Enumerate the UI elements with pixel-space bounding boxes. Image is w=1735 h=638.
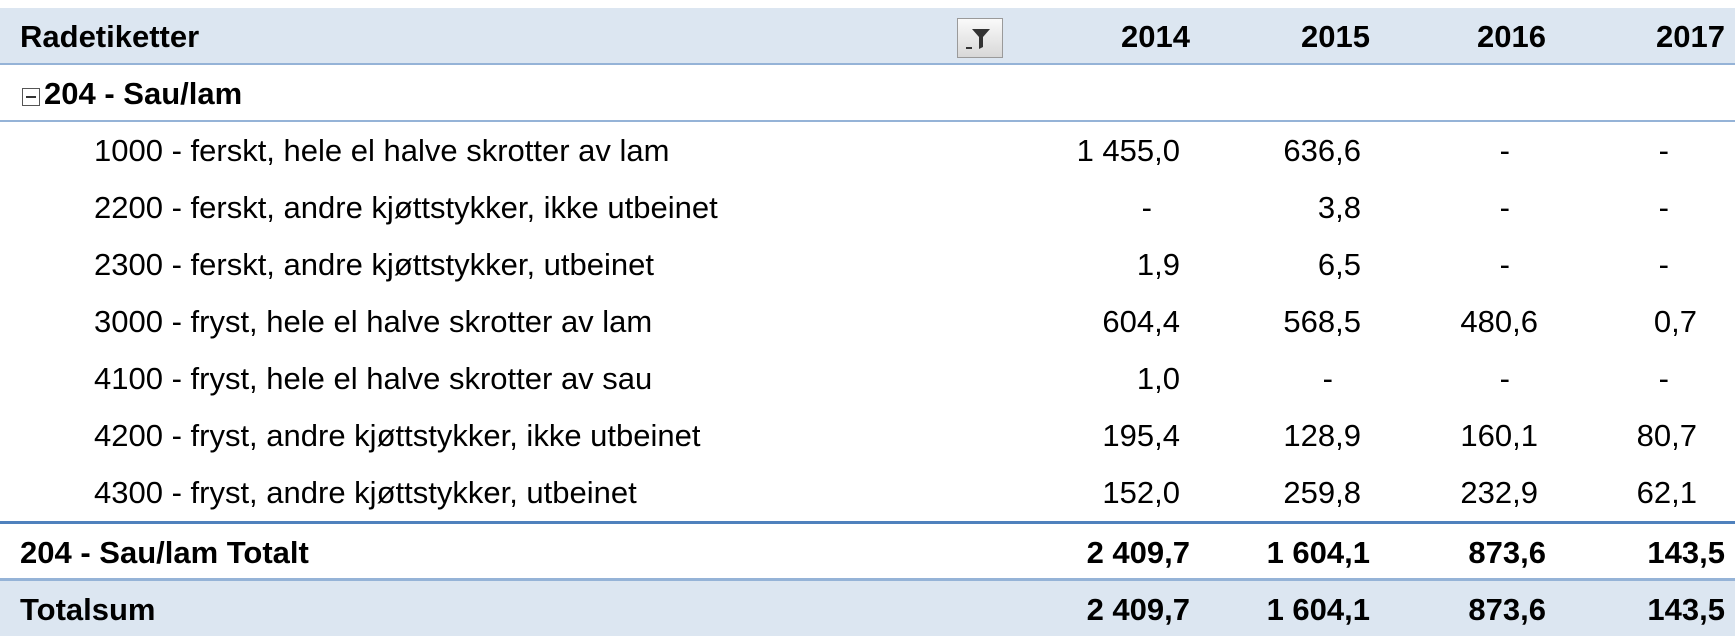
filter-icon [966,29,990,49]
value-cell: 80,7 [1636,418,1697,453]
value-cell: 636,6 [1283,133,1361,168]
value-cell: 568,5 [1283,304,1361,339]
value-cell: 480,6 [1460,304,1538,339]
total-label: Totalsum [20,592,156,627]
value-cell: 3,8 [1317,190,1361,225]
column-header: 2016 [1477,19,1546,54]
value-cell: 873,6 [1468,592,1546,627]
value-cell: - [1658,133,1669,168]
row-label: 2300 - ferskt, andre kjøttstykker, utbei… [94,247,654,282]
group-label: 204 - Sau/lam [22,65,242,122]
value-cell: 62,1 [1636,475,1697,510]
value-cell: 0,7 [1653,304,1697,339]
data-row: 4300 - fryst, andre kjøttstykker, utbein… [0,464,1735,521]
row-label: 4100 - fryst, hele el halve skrotter av … [94,361,653,396]
value-cell: 6,5 [1317,247,1361,282]
column-header: 2015 [1301,19,1370,54]
value-cell: 1 604,1 [1266,592,1370,627]
value-cell: - [1499,247,1510,282]
value-cell: 259,8 [1283,475,1361,510]
row-label: 2200 - ferskt, andre kjøttstykker, ikke … [94,190,718,225]
collapse-button[interactable] [22,88,40,106]
row-label: 3000 - fryst, hele el halve skrotter av … [94,304,653,339]
value-cell: - [1322,361,1333,396]
group-row: 204 - Sau/lam [0,65,1735,122]
value-cell: 195,4 [1102,418,1180,453]
row-label: 1000 - ferskt, hele el halve skrotter av… [94,133,670,168]
data-row: 2300 - ferskt, andre kjøttstykker, utbei… [0,236,1735,293]
value-cell: - [1658,190,1669,225]
subtotal-label: 204 - Sau/lam Totalt [20,535,309,570]
group-text: 204 - Sau/lam [44,76,243,111]
value-cell: 2 409,7 [1086,592,1190,627]
subtotal-row: 204 - Sau/lam Totalt 2 409,7 1 604,1 873,6 1… [0,521,1735,581]
data-row: 4200 - fryst, andre kjøttstykker, ikke u… [0,407,1735,464]
value-cell: 1,9 [1136,247,1180,282]
header-row: Radetiketter 2014 2015 2016 2017 [0,8,1735,65]
value-cell: 2 409,7 [1086,535,1190,570]
data-row: 3000 - fryst, hele el halve skrotter av … [0,293,1735,350]
value-cell: 152,0 [1102,475,1180,510]
value-cell: 1 455,0 [1076,133,1180,168]
filter-button[interactable] [957,18,1003,58]
data-row: 1000 - ferskt, hele el halve skrotter av… [0,122,1735,179]
row-label: 4200 - fryst, andre kjøttstykker, ikke u… [94,418,701,453]
value-cell: - [1658,361,1669,396]
total-row: Totalsum 2 409,7 1 604,1 873,6 143,5 [0,581,1735,636]
column-header: 2017 [1656,19,1725,54]
value-cell: 873,6 [1468,535,1546,570]
value-cell: 1,0 [1136,361,1180,396]
row-labels-header: Radetiketter [20,19,200,54]
value-cell: - [1658,247,1669,282]
row-label: 4300 - fryst, andre kjøttstykker, utbein… [94,475,637,510]
value-cell: - [1141,190,1152,225]
value-cell: 232,9 [1460,475,1538,510]
value-cell: 160,1 [1460,418,1538,453]
value-cell: 604,4 [1102,304,1180,339]
value-cell: 1 604,1 [1266,535,1370,570]
data-row: 2200 - ferskt, andre kjøttstykker, ikke … [0,179,1735,236]
value-cell: 128,9 [1283,418,1361,453]
data-row: 4100 - fryst, hele el halve skrotter av … [0,350,1735,407]
value-cell: - [1499,190,1510,225]
value-cell: 143,5 [1647,592,1725,627]
column-header: 2014 [1121,19,1190,54]
value-cell: 143,5 [1647,535,1725,570]
value-cell: - [1499,361,1510,396]
value-cell: - [1499,133,1510,168]
